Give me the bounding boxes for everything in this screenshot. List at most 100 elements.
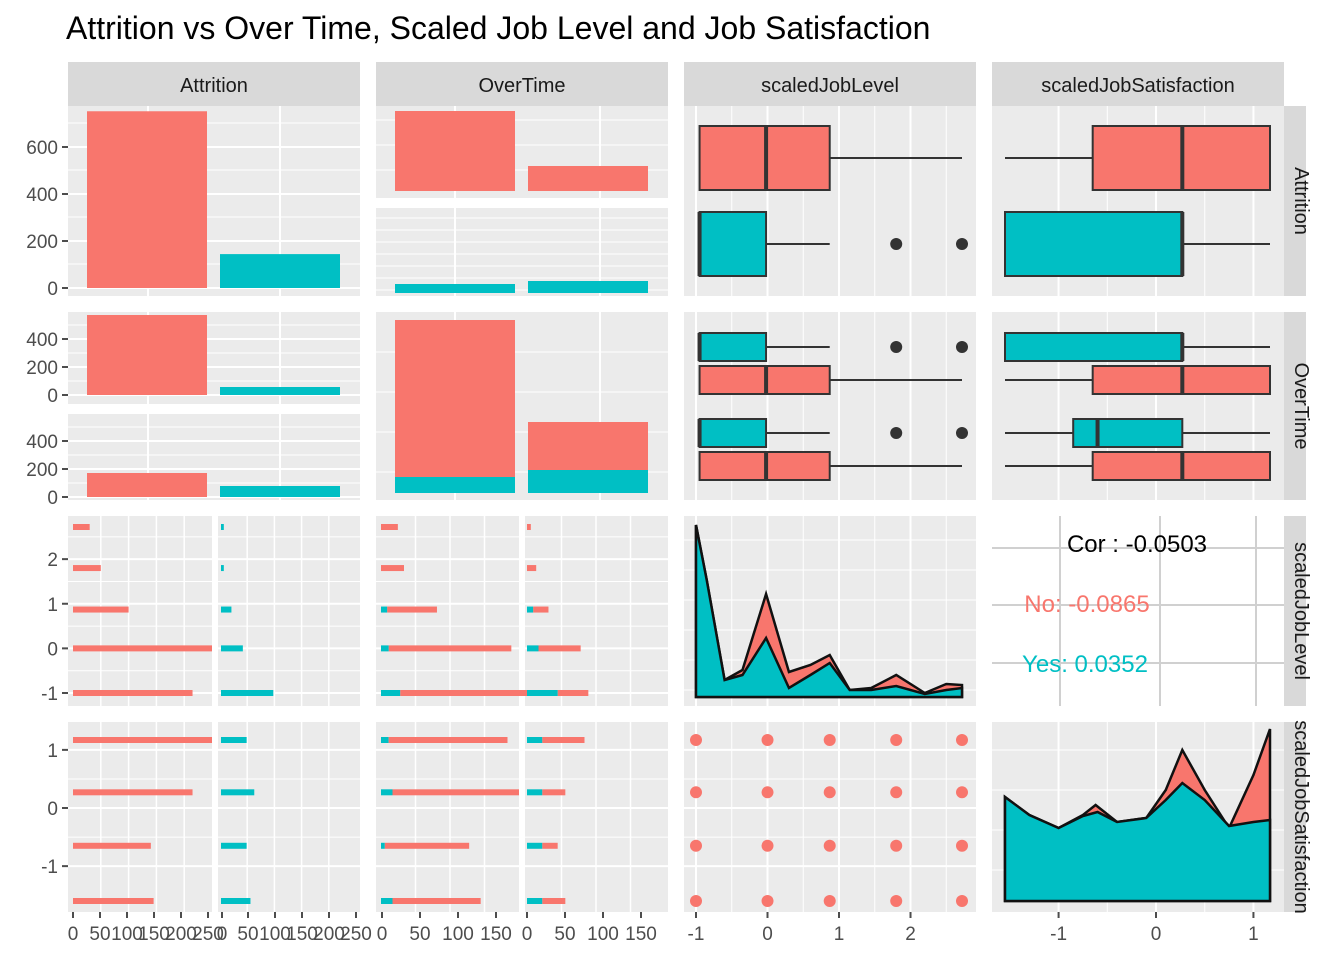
- facet-gap: [519, 722, 525, 912]
- scatter-point: [956, 839, 968, 852]
- tick-label-joblevel-left: -1: [41, 684, 58, 705]
- scatter-point: [890, 734, 903, 746]
- tick-label-overtime-a: 150: [480, 924, 512, 945]
- bar-jl-ot-no-yes: [381, 645, 389, 652]
- tick-label-overtime-left-a: 400: [26, 330, 58, 351]
- bar-js-ot-yes-yes: [527, 737, 543, 743]
- bar-jl-ot-no-no: [381, 565, 404, 572]
- chart-title: Attrition vs Over Time, Scaled Job Level…: [66, 10, 930, 46]
- tick-label-jobsat: -1: [1050, 924, 1067, 945]
- scatter-point: [956, 895, 968, 907]
- bar-js-no: [73, 898, 154, 904]
- boxplot-jobsat-yes: [1004, 211, 1270, 277]
- bar-jl-ot-yes-no: [533, 606, 549, 613]
- bar-overtime-no-no: [395, 111, 515, 191]
- scatter-point: [761, 839, 774, 852]
- bar-jl-no: [73, 606, 129, 613]
- bar-jl-ot-no-no: [388, 645, 512, 652]
- tick-label-attrition-b: 250: [340, 924, 372, 945]
- bar-js-ot-yes-yes: [527, 789, 543, 796]
- facet-gap: [376, 198, 668, 208]
- tick-label-jobsat: 1: [1248, 924, 1259, 945]
- tick-label-jobsat: 0: [1151, 924, 1162, 945]
- bar-ot-yes-no: [528, 422, 648, 470]
- top-strip: [992, 62, 1284, 106]
- density-joblevel-yes: [694, 524, 964, 699]
- scatter-point: [690, 895, 702, 907]
- scatter-point: [690, 786, 702, 799]
- box: [698, 332, 768, 362]
- tick-label-jobsat-left: 0: [47, 799, 58, 820]
- tick-label-jobsat-left: -1: [41, 857, 58, 878]
- bar-js-ot-yes-yes: [527, 898, 543, 904]
- bar-js-ot-no-yes: [381, 898, 393, 904]
- bar-overtime-yes-yes: [528, 281, 648, 293]
- outlier-point: [956, 341, 968, 353]
- bar-js-ot-no-no: [392, 789, 519, 796]
- right-strip: [1284, 312, 1306, 500]
- scatter-point: [890, 839, 903, 852]
- outlier-point: [890, 238, 903, 250]
- tick-label-attrition-a: 0: [68, 924, 79, 945]
- scatter-point: [823, 786, 836, 799]
- bar-js-ot-no-no: [384, 842, 470, 849]
- box: [1072, 418, 1184, 448]
- tick-label-attrition-b: 0: [217, 924, 228, 945]
- right-strip-label: scaledJobSatisfaction: [1290, 720, 1312, 913]
- bar-js-ot-yes-no: [542, 898, 566, 904]
- bar-js-no: [73, 842, 151, 849]
- cor-yes: Yes: 0.0352: [1022, 651, 1148, 678]
- right-strip-label: scaledJobLevel: [1290, 542, 1312, 680]
- bar-jl-ot-yes-no: [557, 690, 589, 696]
- bar-att-ot-no-yes: [220, 387, 340, 395]
- scatter-point: [823, 895, 836, 907]
- bar-jl-ot-no-no: [400, 690, 531, 696]
- bar-jl-yes: [221, 565, 224, 572]
- tick-label-joblevel: 2: [905, 924, 916, 945]
- bar-ot-no-no: [395, 320, 515, 477]
- tick-label-overtime-a: 100: [442, 924, 474, 945]
- bar-jl-no: [73, 565, 101, 572]
- boxplot-jl-ot-yes-yes: [697, 418, 968, 448]
- scatter-point: [823, 839, 836, 852]
- tick-label-attrition-a: 50: [89, 924, 110, 945]
- density-jobsat-yes: [1003, 781, 1272, 903]
- top-strip-label: Attrition: [180, 75, 248, 97]
- top-strip: [376, 62, 668, 106]
- bar-att-ot-no-no: [87, 315, 207, 395]
- bar-js-ot-no-no: [388, 737, 508, 743]
- boxplot-js-ot-no-yes: [1004, 332, 1270, 362]
- panel-3-2: [684, 722, 976, 912]
- tick-label-overtime-b: 100: [587, 924, 619, 945]
- right-strip-label: OverTime: [1290, 362, 1312, 449]
- tick-label-overtime-left-b: 400: [26, 432, 58, 453]
- bar-jl-ot-yes-yes: [527, 606, 534, 613]
- scatter-point: [690, 839, 702, 852]
- facet-gap: [212, 722, 218, 912]
- tick-label-jobsat-left: 1: [47, 741, 58, 762]
- tick-label-joblevel-left: 2: [47, 550, 58, 571]
- tick-label-overtime-left-b: 200: [26, 460, 58, 481]
- tick-label-attrition-a: 150: [138, 924, 170, 945]
- bar-jl-ot-no-yes: [381, 690, 401, 696]
- bar-jl-yes: [221, 645, 243, 652]
- bar-js-ot-no-no: [392, 898, 481, 904]
- scatter-point: [761, 786, 774, 799]
- bar-att-ot-yes-no: [87, 473, 207, 497]
- cor-no: No: -0.0865: [1024, 591, 1149, 618]
- facet-gap: [212, 516, 218, 706]
- tick-label-joblevel: 0: [762, 924, 773, 945]
- scatter-point: [890, 895, 903, 907]
- bar-js-yes: [221, 789, 255, 796]
- tick-label-attrition-a: 100: [111, 924, 143, 945]
- bar-js-ot-yes-no: [542, 842, 558, 849]
- bar-jl-no: [73, 690, 193, 696]
- bar-js-yes: [221, 898, 251, 904]
- boxplot-jl-ot-yes-no: [698, 451, 962, 481]
- tick-label-attrition-b: 100: [259, 924, 291, 945]
- tick-label-overtime-b: 150: [625, 924, 657, 945]
- tick-label-overtime-left-b: 0: [47, 488, 58, 509]
- box: [1004, 211, 1184, 277]
- bar-js-no: [73, 789, 193, 796]
- tick-label-joblevel-left: 0: [47, 639, 58, 660]
